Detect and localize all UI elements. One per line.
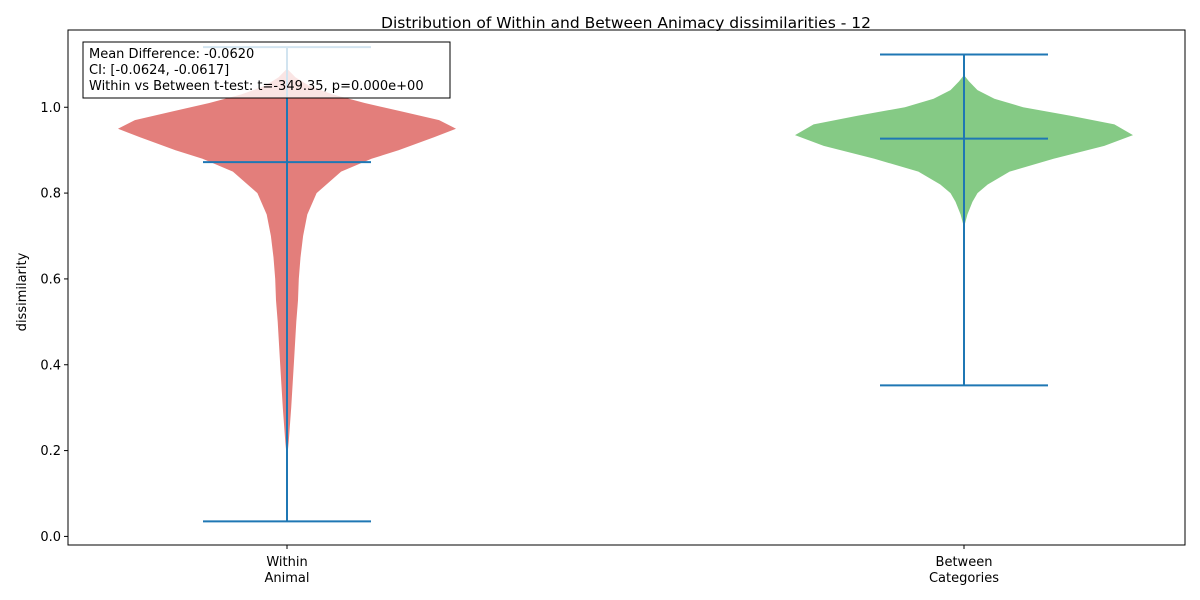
stats-box: Mean Difference: -0.0620 CI: [-0.0624, -… <box>82 41 451 99</box>
stats-confidence-interval: CI: [-0.0624, -0.0617] <box>89 63 229 78</box>
stats-box-frame <box>82 41 451 99</box>
chart-title: Distribution of Within and Between Anima… <box>381 14 871 32</box>
violins <box>118 68 1133 460</box>
y-tick-label: 0.2 <box>40 444 61 459</box>
x-tick-label-line2: Animal <box>265 571 310 586</box>
y-tick-label: 1.0 <box>40 101 61 116</box>
y-tick-label: 0.0 <box>40 530 61 545</box>
x-tick-label-line2: Categories <box>929 571 999 586</box>
x-tick-label-line1: Between <box>936 555 993 570</box>
x-tick-label-line1: Within <box>266 555 307 570</box>
plot-frame <box>67 29 1186 546</box>
y-tick-label: 0.6 <box>40 272 61 287</box>
y-tick-label: 0.4 <box>40 358 61 373</box>
y-axis: 0.0 0.2 0.4 0.6 0.8 1.0 <box>40 101 68 545</box>
y-tick-label: 0.8 <box>40 187 61 202</box>
stats-t-test: Within vs Between t-test: t=-349.35, p=0… <box>89 79 424 94</box>
y-axis-label: dissimilarity <box>15 252 30 331</box>
stats-mean-difference: Mean Difference: -0.0620 <box>89 47 254 62</box>
